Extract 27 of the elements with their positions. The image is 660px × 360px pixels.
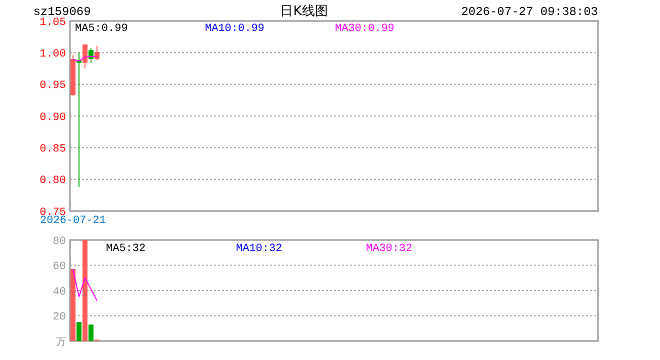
y-tick-label: 0.95 — [40, 80, 66, 92]
candlestick — [88, 48, 94, 64]
y-tick-label: 0.80 — [40, 175, 66, 188]
y-axis-title: 万 — [56, 337, 66, 348]
y-tick-label: 60 — [52, 261, 66, 274]
bar — [88, 324, 94, 341]
annotation: MA10:32 — [236, 243, 282, 255]
y-tick-label: 1.00 — [40, 48, 66, 61]
candlestick — [94, 45, 100, 61]
annotation: MA5:0.99 — [75, 23, 128, 35]
chart-title: 日K线图 — [280, 4, 328, 19]
y-tick-label: 0.90 — [40, 112, 66, 124]
y-tick-label: 1.05 — [40, 16, 66, 29]
y-tick-label: 80 — [52, 236, 66, 248]
annotation: MA10:0.99 — [205, 23, 264, 35]
annotation: MA30:32 — [366, 243, 412, 255]
y-tick-label: 0.85 — [40, 144, 66, 156]
y-tick-label: 40 — [52, 286, 66, 298]
annotation: MA5:32 — [106, 243, 146, 255]
text: 2026-07-27 09:38:03 — [461, 5, 598, 19]
annotation: MA30:0.99 — [335, 23, 394, 35]
bar — [70, 269, 76, 341]
bar — [82, 240, 88, 341]
bar — [76, 322, 82, 341]
text: sz159069 — [33, 5, 91, 19]
y-tick-label: 20 — [52, 312, 66, 324]
line-series — [72, 268, 98, 302]
